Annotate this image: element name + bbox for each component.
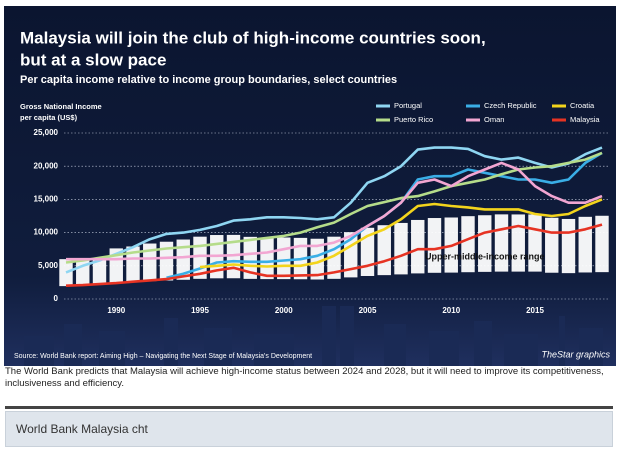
x-tick-label: 1990 [107, 306, 125, 315]
y-tick-label: 0 [54, 294, 59, 303]
band-bar [511, 214, 525, 272]
legend-label: Malaysia [570, 115, 600, 124]
y-axis-label: per capita (US$) [20, 113, 78, 122]
band-bar [176, 239, 190, 280]
x-tick-label: 2015 [526, 306, 544, 315]
chart-title: but at a slow pace [20, 50, 166, 69]
band-bar [260, 237, 274, 280]
series-line [66, 161, 603, 261]
x-tick-label: 1995 [191, 306, 209, 315]
credit: TheStar graphics [541, 349, 610, 359]
x-tick-label: 2005 [359, 306, 377, 315]
legend-label: Oman [484, 115, 504, 124]
legend-label: Portugal [394, 101, 422, 110]
x-tick-label: 2000 [275, 306, 293, 315]
band-bar [561, 218, 576, 274]
caption: The World Bank predicts that Malaysia wi… [5, 366, 604, 389]
y-tick-label: 25,000 [34, 128, 59, 137]
divider [5, 406, 613, 409]
series-line [65, 151, 603, 264]
y-axis-label: Gross National Income [20, 102, 102, 111]
skyline [24, 306, 603, 366]
band-bar [478, 215, 492, 272]
chart-subtitle: Per capita income relative to income gro… [20, 74, 397, 86]
series-line [65, 223, 603, 287]
y-tick-label: 20,000 [34, 161, 59, 170]
band-bar [159, 241, 174, 281]
series-line [199, 198, 603, 269]
band-bar [243, 236, 257, 279]
band-label: Upper-middle-income range [425, 252, 545, 262]
chart-title: Malaysia will join the club of high-inco… [20, 28, 486, 47]
y-tick-label: 15,000 [34, 195, 59, 204]
band-bar [494, 214, 509, 272]
legend-label: Croatia [570, 101, 595, 110]
band-bar [76, 259, 90, 285]
x-tick-label: 2010 [442, 306, 460, 315]
legend-label: Czech Republic [484, 101, 537, 110]
band-bar [92, 259, 107, 284]
source: Source: World Bank report: Aiming High –… [14, 353, 312, 360]
band-bar [59, 259, 73, 287]
band-bar [545, 217, 559, 273]
y-tick-label: 5,000 [38, 261, 59, 270]
band-bar [143, 243, 157, 282]
background [4, 6, 616, 366]
band-bar [277, 237, 291, 280]
series-line [65, 146, 603, 274]
footer-label: World Bank Malaysia cht [5, 411, 613, 447]
legend-label: Puerto Rico [394, 115, 433, 124]
band-bar [126, 246, 140, 283]
band-bar [595, 215, 609, 273]
band-bar [310, 238, 324, 280]
band-bar [528, 214, 542, 272]
band-bar [411, 219, 425, 274]
chart: Malaysia will join the club of high-inco… [4, 6, 616, 366]
band-bar [427, 218, 442, 273]
band-bar [461, 216, 475, 273]
y-tick-label: 10,000 [34, 228, 59, 237]
band-bar [578, 216, 592, 273]
band-bar [377, 225, 391, 276]
band-bar [394, 222, 408, 275]
